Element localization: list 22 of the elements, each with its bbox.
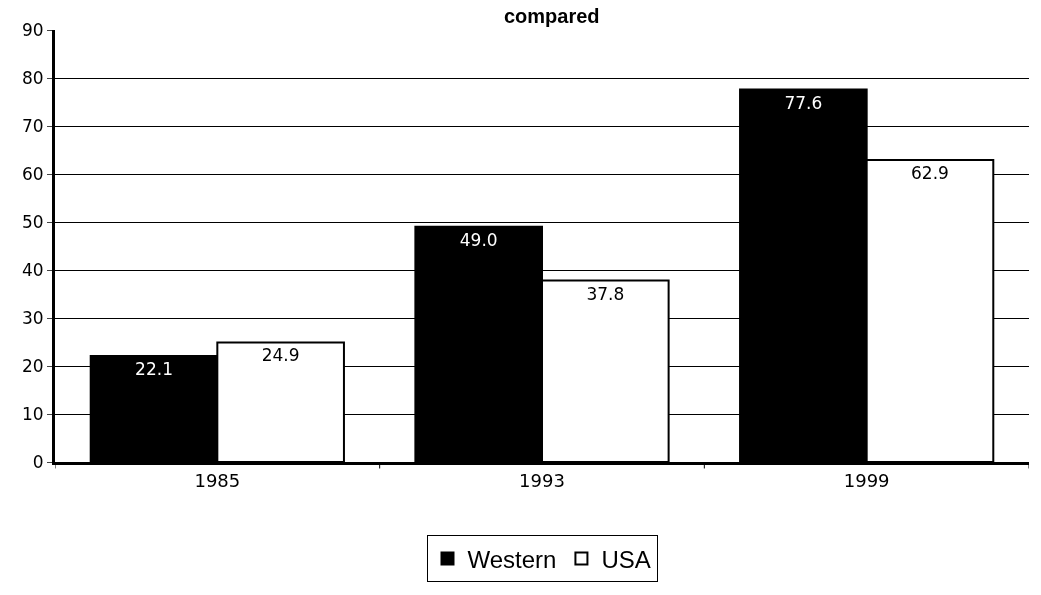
y-tick-label: 50 [21, 211, 44, 232]
x-tick-label: 1993 [519, 469, 565, 491]
chart-title: compared [503, 4, 600, 27]
legend-label: Western [467, 545, 557, 573]
x-tick-label: 1985 [194, 469, 241, 491]
y-tick-label: 30 [21, 307, 44, 328]
data-label: 62.9 [911, 163, 949, 184]
y-tick-label: 70 [21, 115, 44, 136]
legend-label: USA [601, 545, 651, 573]
y-tick-label: 60 [21, 163, 44, 184]
x-tick-label: 1999 [843, 469, 890, 491]
y-tick-label: 90 [21, 19, 44, 40]
y-tick-label: 20 [21, 355, 44, 376]
data-label: 77.6 [784, 92, 823, 113]
y-tick-label: 40 [21, 259, 44, 280]
y-tick-label: 10 [21, 403, 44, 424]
data-label: 22.1 [135, 358, 173, 379]
data-label: 37.8 [586, 283, 625, 304]
y-tick-label: 0 [32, 451, 44, 472]
data-label: 24.9 [261, 345, 300, 366]
data-label: 49.0 [459, 229, 498, 250]
y-tick-label: 80 [21, 67, 44, 88]
